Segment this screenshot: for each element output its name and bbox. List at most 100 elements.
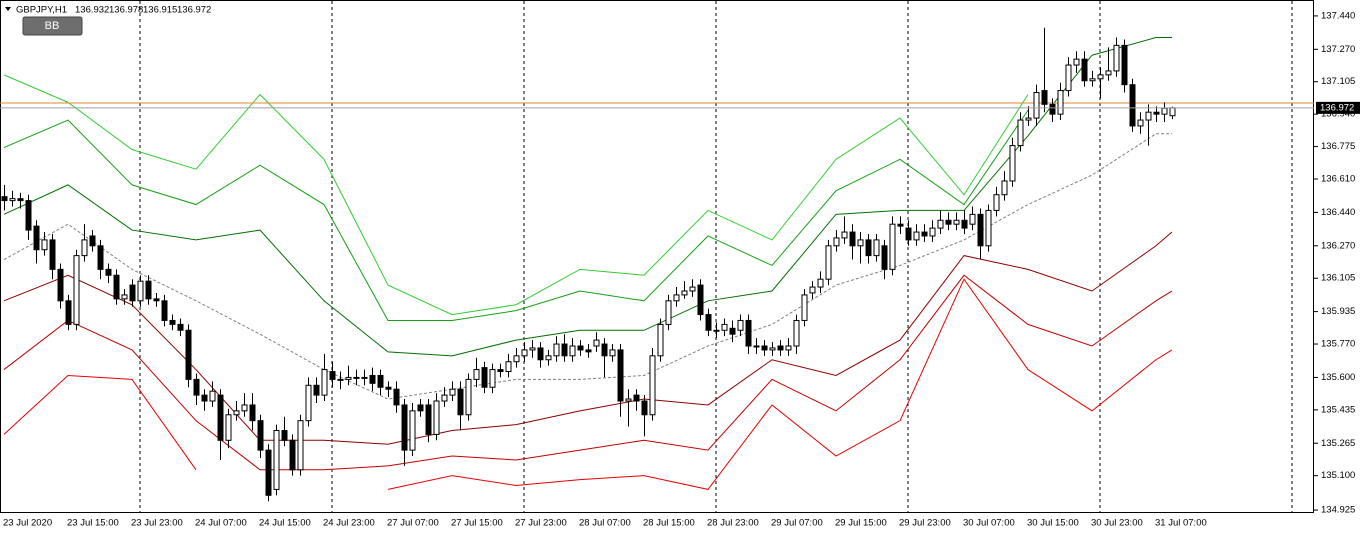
candle-body: [25, 200, 32, 231]
candle-body: [369, 374, 376, 384]
band-line: [3, 231, 1173, 445]
candle-body: [817, 278, 824, 288]
x-tick-label: 23 Jul 15:00: [67, 518, 119, 529]
candle-body: [1001, 180, 1008, 196]
y-tick-label: 136.270: [1321, 240, 1355, 251]
candle-body: [177, 323, 184, 331]
indicator-button[interactable]: [22, 16, 83, 36]
y-tick-label: 136.440: [1321, 207, 1355, 218]
candle-body: [81, 239, 88, 257]
band-line: [3, 109, 1029, 321]
candle-body: [361, 376, 368, 379]
candle-body: [1113, 44, 1120, 72]
candle-body: [537, 347, 544, 361]
candle-body: [1137, 119, 1144, 127]
candle-body: [985, 209, 992, 247]
candle-body: [289, 439, 296, 471]
candle-body: [185, 329, 192, 380]
candle-body: [353, 376, 360, 379]
candle-body: [137, 280, 144, 302]
candle-body: [313, 384, 320, 396]
menu-arrow[interactable]: [5, 7, 11, 11]
candle-body: [577, 345, 584, 351]
symbol-title: GBPJPY,H1: [16, 5, 67, 16]
candle-body: [257, 420, 264, 451]
candle-body: [209, 390, 216, 402]
candle-body: [321, 369, 328, 396]
y-tick-label: 137.270: [1321, 44, 1355, 55]
candle-body: [1097, 74, 1104, 80]
y-tick-label: 135.600: [1321, 372, 1355, 383]
candle-body: [33, 225, 40, 251]
y-tick-label: 136.610: [1321, 174, 1355, 185]
candle-body: [921, 231, 928, 237]
candle-body: [753, 345, 760, 348]
x-tick-label: 29 Jul 15:00: [835, 518, 887, 529]
x-tick-label: 30 Jul 15:00: [1027, 518, 1079, 529]
candle-body: [713, 329, 720, 332]
band-line: [3, 74, 1029, 316]
y-tick-label: 136.940: [1321, 109, 1355, 120]
candle-body: [777, 345, 784, 351]
candle-body: [721, 323, 728, 331]
band-line: [3, 133, 1172, 400]
x-tick-label: 28 Jul 15:00: [643, 518, 695, 529]
plot-frame: [0, 0, 1314, 513]
last-price-label: 136.972: [1320, 102, 1354, 113]
candle-body: [385, 386, 392, 390]
candle-body: [89, 235, 96, 247]
x-tick-label: 23 Jul 23:00: [131, 518, 183, 529]
candle-body: [769, 347, 776, 351]
candle-body: [497, 369, 504, 373]
candle-body: [793, 319, 800, 347]
axes: 137.440 137.270 137.105 136.940 136.775 136.6…: [3, 10, 1360, 529]
candle-body: [889, 223, 896, 270]
candle-body: [113, 274, 120, 300]
candle-body: [1025, 117, 1032, 121]
candle-body: [977, 213, 984, 247]
candle-body: [545, 355, 552, 361]
candle-body: [1057, 90, 1064, 115]
candle-body: [505, 361, 512, 373]
candle-body: [1169, 107, 1176, 117]
candle-body: [401, 404, 408, 451]
candle-body: [649, 355, 656, 416]
candle-body: [929, 227, 936, 237]
band-line: [3, 374, 197, 471]
candle-body: [785, 345, 792, 351]
candle-body: [1153, 111, 1160, 115]
candle-body: [409, 410, 416, 451]
candle-body: [961, 219, 968, 229]
candle-body: [617, 349, 624, 402]
candle-body: [337, 378, 344, 381]
candle-body: [265, 449, 272, 496]
y-tick-label: 137.105: [1321, 76, 1355, 87]
x-tick-label: 29 Jul 07:00: [771, 518, 823, 529]
band-line: [387, 278, 1173, 490]
x-tick-label: 24 Jul 23:00: [323, 518, 375, 529]
candle-body: [441, 394, 448, 402]
candle-body: [633, 394, 640, 402]
y-tick-label: 136.105: [1321, 273, 1355, 284]
x-tick-label: 30 Jul 07:00: [963, 518, 1015, 529]
candle-body: [601, 343, 608, 357]
candle-body: [865, 239, 872, 257]
candle-body: [489, 369, 496, 388]
x-tick-label: 23 Jul 2020: [3, 518, 52, 529]
candle-body: [913, 231, 920, 241]
candle-body: [745, 319, 752, 347]
candle-body: [233, 410, 240, 416]
candle-body: [201, 394, 208, 402]
candle-body: [273, 429, 280, 490]
x-tick-label: 31 Jul 07:00: [1155, 518, 1207, 529]
x-tick-label: 27 Jul 07:00: [387, 518, 439, 529]
candle-body: [1089, 78, 1096, 82]
candle-body: [9, 198, 16, 202]
candle-body: [329, 371, 336, 380]
candle-body: [297, 420, 304, 471]
candle-body: [681, 290, 688, 296]
candle-body: [1121, 44, 1128, 86]
x-tick-label: 27 Jul 23:00: [515, 518, 567, 529]
x-tick-label: 24 Jul 07:00: [195, 518, 247, 529]
candle-body: [737, 319, 744, 331]
